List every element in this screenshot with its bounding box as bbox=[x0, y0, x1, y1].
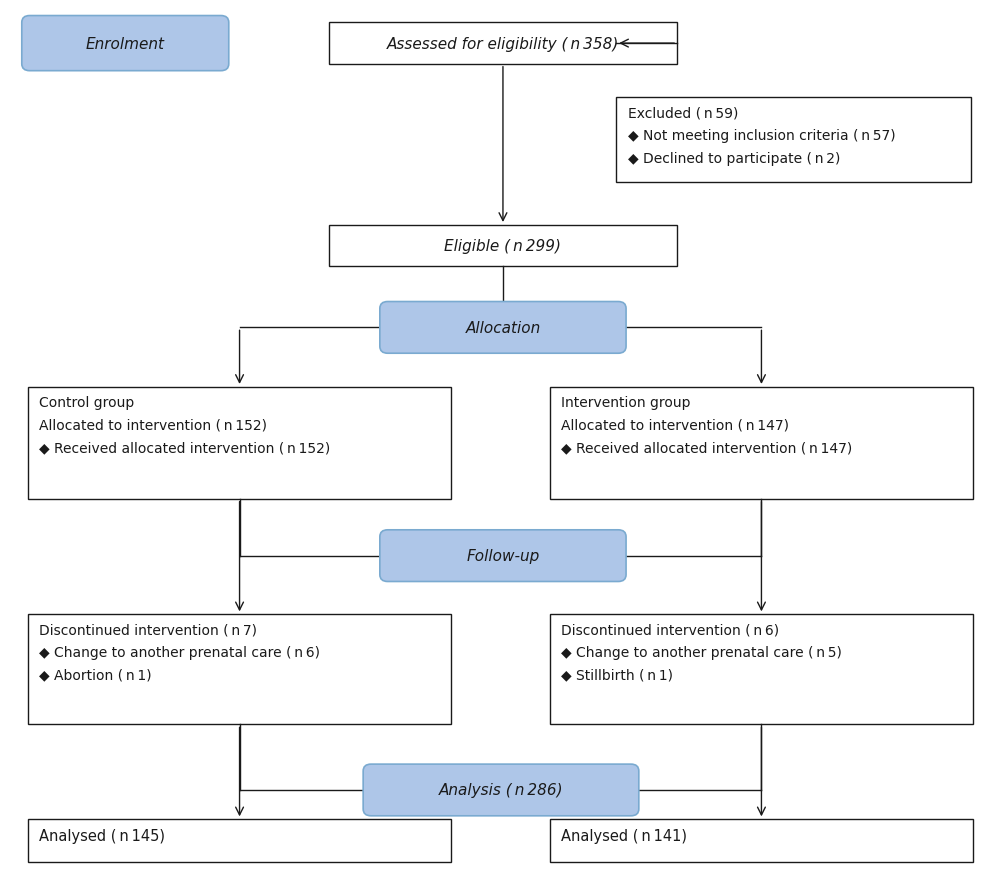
Text: ◆ Declined to participate ( n 2): ◆ Declined to participate ( n 2) bbox=[628, 152, 841, 166]
Text: Allocation: Allocation bbox=[465, 320, 541, 335]
Bar bbox=[550, 615, 973, 724]
Text: Assessed for eligibility ( n 358): Assessed for eligibility ( n 358) bbox=[386, 37, 620, 52]
Bar bbox=[550, 819, 973, 862]
Bar bbox=[328, 24, 677, 65]
Text: Follow-up: Follow-up bbox=[466, 549, 540, 564]
Text: Control group: Control group bbox=[39, 396, 135, 410]
Text: Allocated to intervention ( n 152): Allocated to intervention ( n 152) bbox=[39, 418, 267, 432]
Text: Eligible ( n 299): Eligible ( n 299) bbox=[444, 239, 562, 254]
Text: Discontinued intervention ( n 6): Discontinued intervention ( n 6) bbox=[562, 623, 780, 637]
Bar bbox=[617, 98, 971, 183]
Text: ◆ Change to another prenatal care ( n 6): ◆ Change to another prenatal care ( n 6) bbox=[39, 645, 320, 659]
Text: ◆ Received allocated intervention ( n 152): ◆ Received allocated intervention ( n 15… bbox=[39, 441, 330, 455]
Text: ◆ Received allocated intervention ( n 147): ◆ Received allocated intervention ( n 14… bbox=[562, 441, 853, 455]
Text: Excluded ( n 59): Excluded ( n 59) bbox=[628, 107, 739, 121]
Text: Analysis ( n 286): Analysis ( n 286) bbox=[438, 782, 564, 797]
Bar bbox=[28, 387, 451, 500]
Text: Enrolment: Enrolment bbox=[86, 37, 165, 52]
FancyBboxPatch shape bbox=[379, 530, 626, 582]
Text: ◆ Stillbirth ( n 1): ◆ Stillbirth ( n 1) bbox=[562, 668, 674, 682]
FancyBboxPatch shape bbox=[22, 17, 229, 72]
Text: ◆ Change to another prenatal care ( n 5): ◆ Change to another prenatal care ( n 5) bbox=[562, 645, 842, 659]
Bar bbox=[550, 387, 973, 500]
FancyBboxPatch shape bbox=[363, 764, 639, 816]
Text: Allocated to intervention ( n 147): Allocated to intervention ( n 147) bbox=[562, 418, 790, 432]
Text: Analysed ( n 141): Analysed ( n 141) bbox=[562, 828, 688, 843]
FancyBboxPatch shape bbox=[379, 302, 626, 354]
Text: Intervention group: Intervention group bbox=[562, 396, 691, 410]
Text: ◆ Not meeting inclusion criteria ( n 57): ◆ Not meeting inclusion criteria ( n 57) bbox=[628, 129, 896, 143]
Bar bbox=[28, 819, 451, 862]
Text: ◆ Abortion ( n 1): ◆ Abortion ( n 1) bbox=[39, 668, 152, 682]
Bar bbox=[28, 615, 451, 724]
Bar bbox=[328, 226, 677, 267]
Text: Discontinued intervention ( n 7): Discontinued intervention ( n 7) bbox=[39, 623, 257, 637]
Text: Analysed ( n 145): Analysed ( n 145) bbox=[39, 828, 165, 843]
